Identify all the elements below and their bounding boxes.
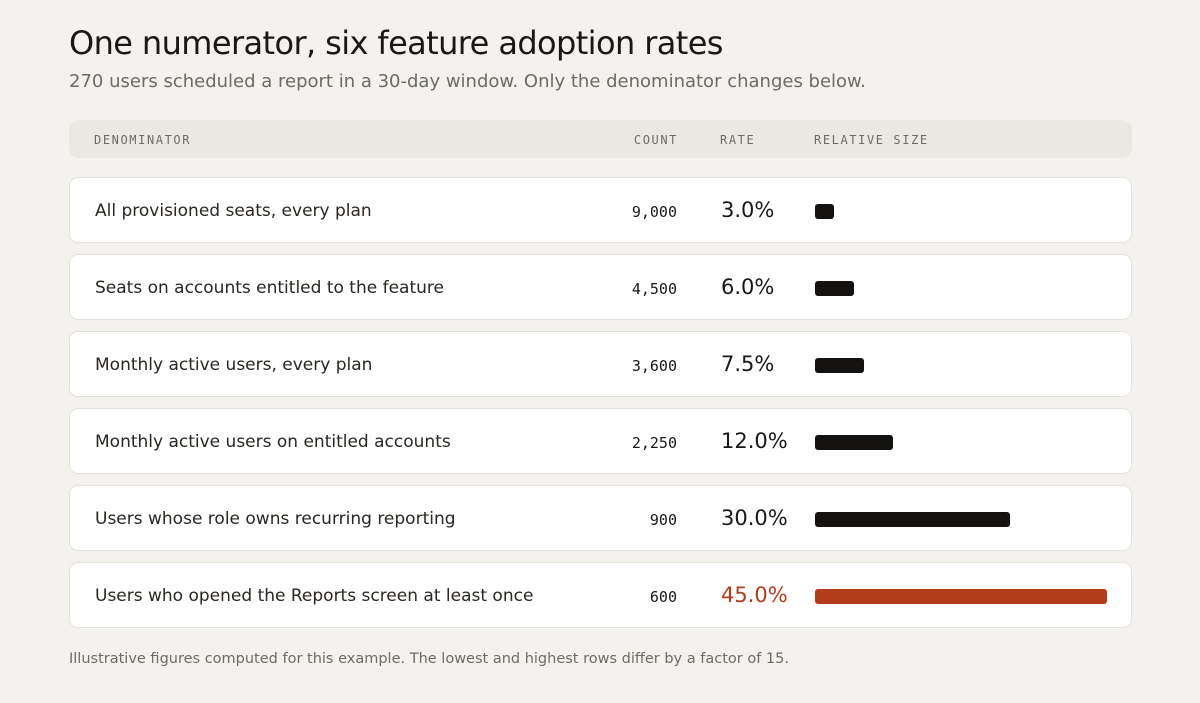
chart-subtitle: 270 users scheduled a report in a 30-day…: [69, 71, 866, 92]
row-count: 900: [649, 511, 677, 529]
header-relative-size: RELATIVE SIZE: [814, 133, 929, 147]
row-rate: 12.0%: [721, 429, 788, 453]
table-row: Seats on accounts entitled to the featur…: [69, 254, 1132, 320]
table-row: Users who opened the Reports screen at l…: [69, 562, 1132, 628]
row-rate: 6.0%: [721, 275, 775, 299]
row-label: Monthly active users, every plan: [95, 355, 373, 375]
relative-size-bar: [815, 512, 1010, 527]
table-row: All provisioned seats, every plan 9,000 3.…: [69, 177, 1132, 243]
relative-size-bar: [815, 435, 893, 450]
row-count: 9,000: [631, 203, 677, 221]
row-count: 3,600: [631, 357, 677, 375]
row-label: Monthly active users on entitled account…: [95, 432, 451, 452]
table-row: Monthly active users, every plan 3,600 7.5…: [69, 331, 1132, 397]
table-row: Monthly active users on entitled account…: [69, 408, 1132, 474]
row-rate: 7.5%: [721, 352, 775, 376]
header-denominator: DENOMINATOR: [94, 133, 192, 147]
row-rate: 3.0%: [721, 198, 775, 222]
row-label: Users whose role owns recurring reportin…: [95, 509, 456, 529]
header-count: COUNT: [633, 133, 678, 147]
header-rate: RATE: [720, 133, 756, 147]
relative-size-bar: [815, 358, 864, 373]
relative-size-bar: [815, 204, 834, 219]
row-rate: 45.0%: [721, 583, 788, 607]
row-count: 2,250: [631, 434, 677, 452]
row-label: All provisioned seats, every plan: [95, 201, 372, 221]
table-row: Users whose role owns recurring reportin…: [69, 485, 1132, 551]
table-header: DENOMINATOR COUNT RATE RELATIVE SIZE: [69, 120, 1132, 158]
table-body: All provisioned seats, every plan 9,000 3.…: [69, 177, 1132, 639]
row-label: Users who opened the Reports screen at l…: [95, 586, 534, 606]
row-count: 4,500: [631, 280, 677, 298]
chart-title: One numerator, six feature adoption rate…: [69, 24, 723, 62]
relative-size-bar: [815, 589, 1107, 604]
relative-size-bar: [815, 281, 854, 296]
row-count: 600: [649, 588, 677, 606]
row-label: Seats on accounts entitled to the featur…: [95, 278, 444, 298]
row-rate: 30.0%: [721, 506, 788, 530]
footnote: Illustrative figures computed for this e…: [69, 651, 789, 667]
